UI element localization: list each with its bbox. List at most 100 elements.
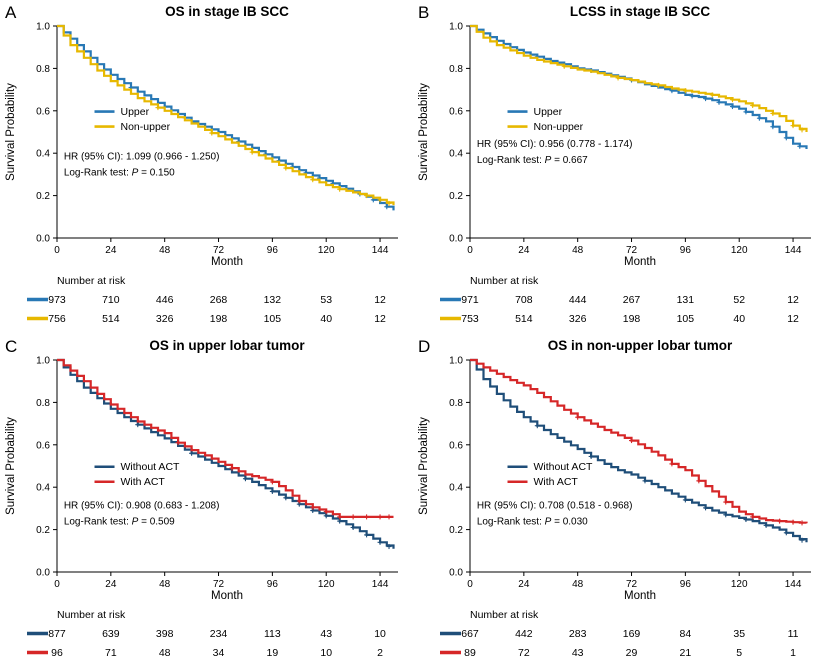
plot-layer: 0 24 48 72 96 120 144 0.0 0.2 0.4 0.6 0.8 1.0 Without… bbox=[27, 356, 398, 659]
x-axis-label: Month bbox=[624, 256, 656, 268]
risk-count: 48 bbox=[159, 647, 171, 659]
risk-count: 1 bbox=[790, 647, 796, 659]
logrank-annotation: Log-Rank test: P = 0.030 bbox=[476, 516, 587, 527]
x-tick-label: 48 bbox=[572, 579, 584, 590]
x-tick-label: 144 bbox=[372, 579, 389, 590]
risk-count: 84 bbox=[679, 628, 691, 640]
x-axis-label: Month bbox=[624, 590, 656, 602]
x-tick-label: 144 bbox=[784, 245, 801, 256]
y-tick-label: 0.0 bbox=[449, 234, 463, 245]
y-tick-label: 1.0 bbox=[36, 22, 50, 33]
panel-title: OS in stage IB SCC bbox=[165, 4, 289, 19]
y-tick-label: 1.0 bbox=[449, 356, 463, 367]
number-at-risk-label: Number at risk bbox=[57, 609, 126, 621]
x-tick-label: 0 bbox=[54, 579, 60, 590]
y-tick-label: 0.2 bbox=[449, 191, 463, 202]
panel-d: D OS in non-upper lobar tumor Survival P… bbox=[413, 334, 825, 668]
risk-count: 514 bbox=[102, 313, 120, 325]
risk-count: 12 bbox=[374, 313, 386, 325]
x-tick-label: 24 bbox=[518, 245, 530, 256]
risk-count: 72 bbox=[517, 647, 529, 659]
risk-count: 105 bbox=[264, 313, 282, 325]
km-curve-with-act bbox=[57, 358, 394, 518]
panel-title: OS in non-upper lobar tumor bbox=[547, 338, 732, 353]
legend-label: Non-upper bbox=[533, 121, 583, 133]
panel-letter: D bbox=[418, 337, 430, 356]
x-tick-label: 72 bbox=[625, 245, 637, 256]
risk-count: 667 bbox=[461, 628, 479, 640]
hr-annotation: HR (95% CI): 0.908 (0.683 - 1.208) bbox=[64, 500, 220, 511]
plot-layer: 0 24 48 72 96 120 144 0.0 0.2 0.4 0.6 0.8 1.0 Upper No… bbox=[439, 22, 811, 325]
risk-count: 753 bbox=[461, 313, 479, 325]
plot-layer: 0 24 48 72 96 120 144 0.0 0.2 0.4 0.6 0.8 1.0 Without… bbox=[439, 356, 811, 659]
x-tick-label: 96 bbox=[679, 245, 691, 256]
hr-annotation: HR (95% CI): 1.099 (0.966 - 1.250) bbox=[64, 152, 220, 163]
panel-title: LCSS in stage IB SCC bbox=[569, 4, 710, 19]
y-axis-label: Survival Probability bbox=[418, 83, 430, 181]
y-tick-label: 0.8 bbox=[449, 64, 463, 75]
y-tick-label: 0.2 bbox=[449, 525, 463, 536]
risk-count: 398 bbox=[156, 628, 174, 640]
risk-count: 326 bbox=[568, 313, 586, 325]
y-tick-label: 0.8 bbox=[449, 398, 463, 409]
number-at-risk-label: Number at risk bbox=[57, 275, 126, 287]
y-axis-label: Survival Probability bbox=[5, 417, 17, 515]
logrank-annotation: Log-Rank test: P = 0.150 bbox=[64, 168, 175, 179]
legend-label: Upper bbox=[533, 106, 562, 118]
legend-label: Without ACT bbox=[121, 461, 181, 473]
panel-letter: B bbox=[418, 3, 429, 22]
x-tick-label: 72 bbox=[213, 245, 225, 256]
km-plot-c-svg: C OS in upper lobar tumor Survival Proba… bbox=[5, 337, 398, 659]
risk-count: 708 bbox=[515, 294, 533, 306]
legend-label: With ACT bbox=[533, 476, 578, 488]
x-tick-label: 96 bbox=[267, 579, 279, 590]
x-tick-label: 72 bbox=[213, 579, 225, 590]
y-tick-label: 0.0 bbox=[449, 568, 463, 579]
y-tick-label: 1.0 bbox=[449, 22, 463, 33]
y-tick-label: 0.2 bbox=[36, 191, 50, 202]
panel-b: B LCSS in stage IB SCC Survival Probabil… bbox=[413, 0, 825, 334]
y-tick-label: 0.6 bbox=[36, 106, 50, 117]
y-axis-label: Survival Probability bbox=[418, 417, 430, 515]
risk-count: 169 bbox=[622, 628, 640, 640]
risk-count: 971 bbox=[461, 294, 479, 306]
risk-count: 268 bbox=[210, 294, 228, 306]
x-tick-label: 48 bbox=[159, 579, 171, 590]
risk-count: 2 bbox=[377, 647, 383, 659]
number-at-risk-label: Number at risk bbox=[470, 609, 539, 621]
panel-letter: A bbox=[5, 3, 17, 22]
x-tick-label: 24 bbox=[518, 579, 530, 590]
risk-count: 35 bbox=[733, 628, 745, 640]
risk-count: 53 bbox=[320, 294, 332, 306]
km-plot-a-svg: A OS in stage IB SCC Survival Probabilit… bbox=[5, 3, 398, 325]
risk-count: 12 bbox=[787, 294, 799, 306]
x-tick-label: 120 bbox=[730, 245, 747, 256]
x-tick-label: 96 bbox=[679, 579, 691, 590]
x-tick-label: 144 bbox=[372, 245, 389, 256]
risk-count: 11 bbox=[787, 628, 798, 640]
y-tick-label: 0.4 bbox=[449, 483, 463, 494]
risk-count: 19 bbox=[267, 647, 279, 659]
x-axis-label: Month bbox=[211, 256, 243, 268]
logrank-annotation: Log-Rank test: P = 0.667 bbox=[476, 155, 587, 166]
panel-title: OS in upper lobar tumor bbox=[149, 338, 305, 353]
legend-label: Upper bbox=[121, 106, 150, 118]
risk-count: 514 bbox=[515, 313, 533, 325]
risk-count: 89 bbox=[464, 647, 476, 659]
x-axis-label: Month bbox=[211, 590, 243, 602]
y-tick-label: 0.8 bbox=[36, 398, 50, 409]
risk-count: 43 bbox=[320, 628, 332, 640]
x-tick-label: 24 bbox=[105, 579, 117, 590]
logrank-annotation: Log-Rank test: P = 0.509 bbox=[64, 516, 175, 527]
y-tick-label: 0.4 bbox=[449, 149, 463, 160]
x-tick-label: 144 bbox=[784, 579, 801, 590]
risk-count: 132 bbox=[264, 294, 282, 306]
y-axis-label: Survival Probability bbox=[5, 83, 17, 181]
risk-count: 12 bbox=[374, 294, 386, 306]
y-tick-label: 0.0 bbox=[36, 568, 50, 579]
y-tick-label: 1.0 bbox=[36, 356, 50, 367]
risk-count: 973 bbox=[48, 294, 66, 306]
x-tick-label: 0 bbox=[54, 245, 60, 256]
risk-count: 446 bbox=[156, 294, 174, 306]
